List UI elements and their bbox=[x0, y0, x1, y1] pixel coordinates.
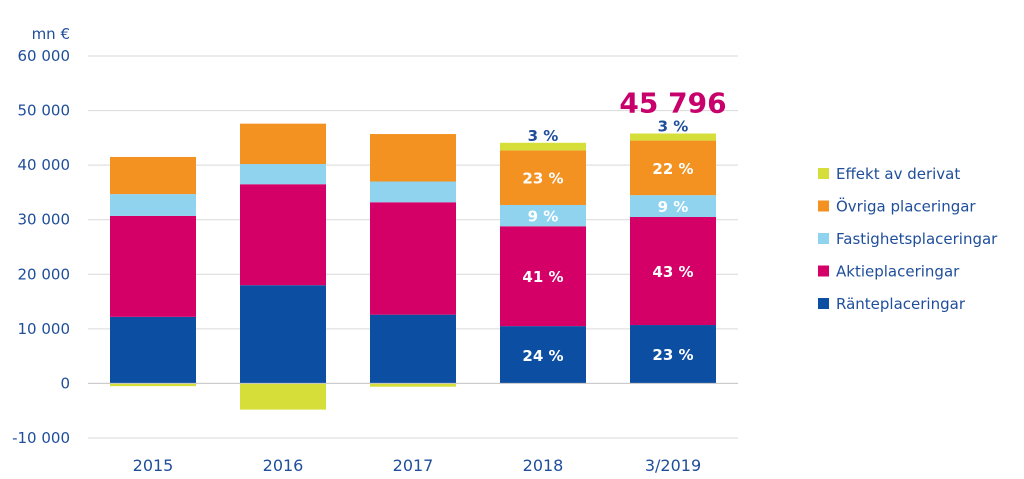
total-annotation: 45 796 bbox=[619, 87, 726, 120]
bar-effekt-av-derivat bbox=[500, 142, 586, 151]
x-tick-label: 3/2019 bbox=[645, 456, 701, 475]
y-tick-label: -10 000 bbox=[12, 429, 70, 447]
y-tick-label: 10 000 bbox=[18, 320, 71, 338]
bar-aktieplaceringar bbox=[370, 202, 456, 315]
legend-swatch bbox=[818, 265, 829, 277]
data-label: 43 % bbox=[652, 263, 693, 281]
bar-effekt-av-derivat bbox=[370, 383, 456, 387]
x-tick-label: 2015 bbox=[133, 456, 174, 475]
bar-fastighetsplaceringar bbox=[240, 164, 326, 185]
data-label: 9 % bbox=[658, 198, 689, 216]
x-tick-label: 2016 bbox=[263, 456, 304, 475]
legend-label: Ränteplaceringar bbox=[836, 295, 966, 313]
bar-effekt-av-derivat bbox=[110, 383, 196, 387]
x-tick-label: 2018 bbox=[523, 456, 564, 475]
bar--vriga-placeringar bbox=[370, 134, 456, 182]
bar--vriga-placeringar bbox=[110, 156, 196, 195]
bar-labels: 24 % 41 % 9 % 23 % 3 % 23 % 43 % 9 % 22 % 3 % bbox=[522, 117, 693, 364]
bar--vriga-placeringar bbox=[240, 123, 326, 165]
bar-fastighetsplaceringar bbox=[370, 181, 456, 203]
bar-fastighetsplaceringar bbox=[630, 195, 716, 217]
data-label: 3 % bbox=[658, 117, 689, 135]
y-tick-label: 20 000 bbox=[18, 265, 71, 283]
y-tick-label: 60 000 bbox=[18, 47, 71, 65]
bar-r-nteplaceringar bbox=[110, 316, 196, 384]
bar-aktieplaceringar bbox=[110, 215, 196, 317]
bar--vriga-placeringar bbox=[630, 140, 716, 196]
legend: Effekt av derivat Övriga placeringar Fasti… bbox=[818, 165, 998, 313]
bar-effekt-av-derivat bbox=[240, 383, 326, 410]
data-label: 23 % bbox=[652, 346, 693, 364]
legend-swatch bbox=[818, 200, 829, 212]
y-tick-label: 0 bbox=[60, 374, 70, 392]
data-label: 22 % bbox=[652, 160, 693, 178]
data-label: 23 % bbox=[522, 170, 563, 188]
bar-fastighetsplaceringar bbox=[500, 204, 586, 227]
bar-aktieplaceringar bbox=[630, 216, 716, 326]
data-label: 3 % bbox=[528, 127, 559, 145]
bar--vriga-placeringar bbox=[500, 150, 586, 205]
legend-label: Fastighetsplaceringar bbox=[836, 230, 998, 248]
legend-swatch bbox=[818, 233, 829, 244]
bar-effekt-av-derivat bbox=[630, 133, 716, 141]
bars bbox=[110, 123, 716, 410]
y-axis-unit-label: mn € bbox=[32, 25, 70, 43]
legend-label: Övriga placeringar bbox=[836, 197, 976, 216]
bar-r-nteplaceringar bbox=[370, 314, 456, 384]
y-axis: -10 000 0 10 000 20 000 30 000 40 000 50 000 60… bbox=[12, 47, 70, 447]
x-axis: 2015 2016 2017 2018 3/2019 bbox=[88, 382, 738, 475]
y-tick-label: 50 000 bbox=[18, 102, 71, 120]
legend-swatch bbox=[818, 298, 829, 309]
bar-r-nteplaceringar bbox=[500, 326, 586, 384]
y-tick-label: 30 000 bbox=[18, 211, 71, 229]
legend-label: Aktieplaceringar bbox=[836, 263, 960, 281]
bar-r-nteplaceringar bbox=[240, 285, 326, 384]
data-label: 41 % bbox=[522, 268, 563, 286]
bar-fastighetsplaceringar bbox=[110, 194, 196, 216]
legend-label: Effekt av derivat bbox=[836, 165, 960, 183]
y-tick-label: 40 000 bbox=[18, 156, 71, 174]
bar-aktieplaceringar bbox=[500, 226, 586, 327]
bar-r-nteplaceringar bbox=[630, 325, 716, 384]
bar-aktieplaceringar bbox=[240, 184, 326, 286]
x-tick-label: 2017 bbox=[393, 456, 434, 475]
data-label: 24 % bbox=[522, 347, 563, 365]
data-label: 9 % bbox=[528, 208, 559, 226]
legend-swatch bbox=[818, 168, 829, 179]
